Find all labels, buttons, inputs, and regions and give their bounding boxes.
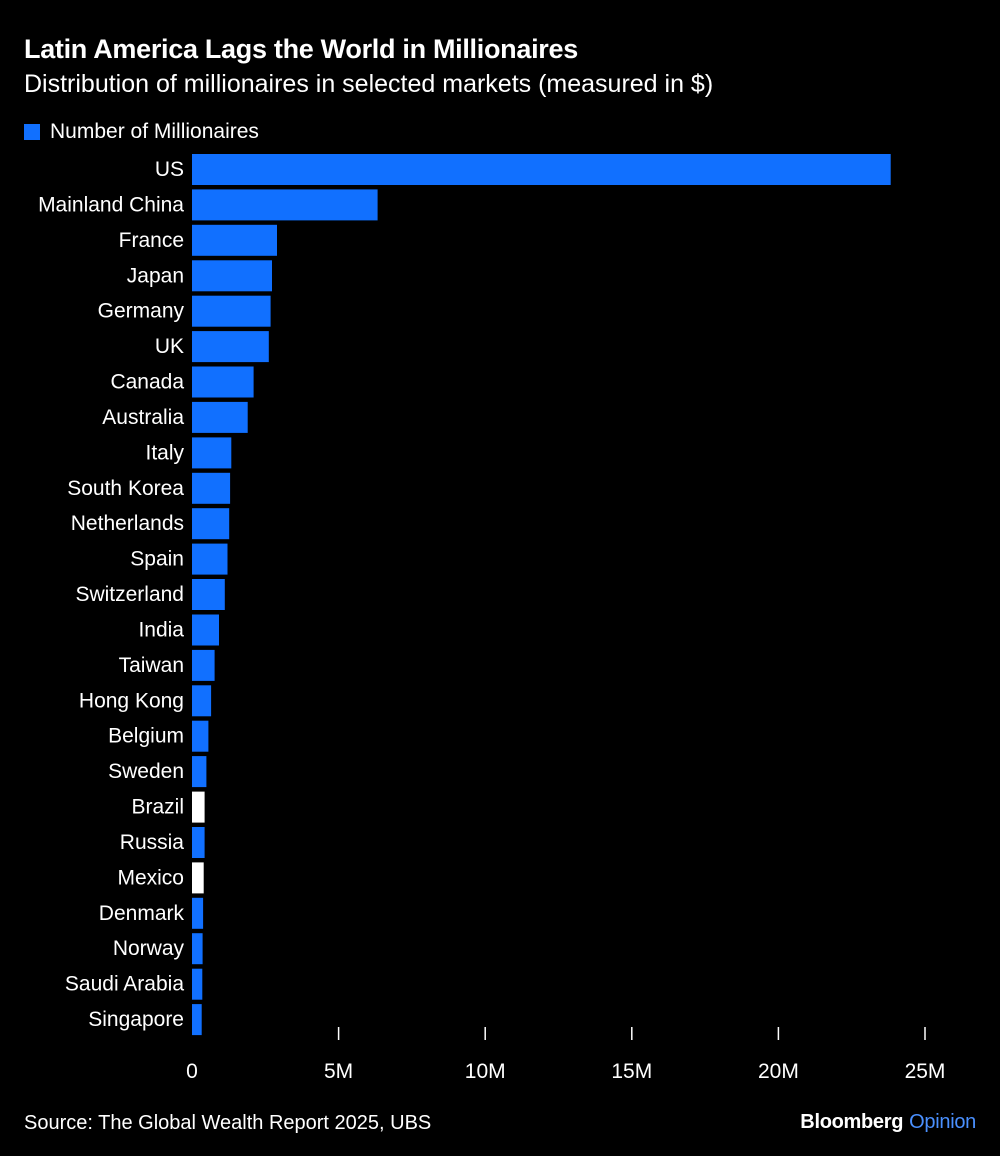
- legend-swatch: [24, 124, 40, 140]
- category-label-sweden: Sweden: [108, 760, 184, 783]
- category-label-australia: Australia: [102, 406, 184, 429]
- bar-chart: US Mainland China France Japan Germany UK Cana…: [38, 154, 946, 1083]
- bar-mainland-china: [192, 189, 378, 221]
- bar-us: [192, 154, 891, 185]
- x-tick-label: 20M: [758, 1060, 799, 1083]
- category-label-russia: Russia: [120, 831, 185, 854]
- x-tick-label: 0: [186, 1060, 198, 1083]
- bar-switzerland: [192, 579, 225, 610]
- category-label-belgium: Belgium: [108, 725, 184, 748]
- legend: Number of Millionaires: [24, 120, 259, 144]
- category-label-mainland-china: Mainland China: [38, 193, 184, 216]
- category-label-japan: Japan: [127, 264, 184, 287]
- category-label-italy: Italy: [145, 441, 184, 464]
- bar-france: [192, 224, 277, 256]
- category-label-uk: UK: [155, 335, 184, 358]
- x-tick-label: 10M: [465, 1060, 506, 1083]
- bar-brazil: [192, 791, 205, 823]
- bar-germany: [192, 295, 271, 327]
- bar-taiwan: [192, 649, 215, 681]
- brand-section: Opinion: [909, 1111, 976, 1133]
- legend-label: Number of Millionaires: [50, 120, 259, 143]
- bar-japan: [192, 260, 272, 292]
- category-label-taiwan: Taiwan: [119, 654, 184, 677]
- category-label-saudi-arabia: Saudi Arabia: [65, 973, 184, 996]
- bar-norway: [192, 933, 203, 965]
- category-label-singapore: Singapore: [88, 1008, 184, 1031]
- bar-singapore: [192, 1004, 202, 1036]
- bar-india: [192, 614, 219, 646]
- category-label-netherlands: Netherlands: [71, 512, 184, 535]
- bar-canada: [192, 366, 254, 398]
- bar-italy: [192, 437, 232, 469]
- x-tick-label: 25M: [905, 1060, 946, 1083]
- brand-logo: Bloomberg Opinion: [800, 1111, 976, 1134]
- chart-subtitle: Distribution of millionaires in selected…: [24, 70, 714, 98]
- category-label-south-korea: South Korea: [67, 477, 184, 500]
- category-label-india: India: [138, 619, 184, 642]
- category-label-brazil: Brazil: [131, 796, 184, 819]
- category-label-mexico: Mexico: [117, 866, 184, 889]
- bar-uk: [192, 331, 269, 363]
- category-label-canada: Canada: [110, 371, 184, 394]
- bar-mexico: [192, 862, 204, 894]
- category-label-germany: Germany: [98, 300, 185, 323]
- bar-sweden: [192, 756, 207, 788]
- bar-saudi-arabia: [192, 968, 203, 1000]
- bar-australia: [192, 401, 248, 433]
- category-label-denmark: Denmark: [99, 902, 185, 925]
- category-label-switzerland: Switzerland: [75, 583, 184, 606]
- bar-south-korea: [192, 472, 231, 504]
- chart-title: Latin America Lags the World in Milliona…: [24, 34, 578, 64]
- source-note: Source: The Global Wealth Report 2025, U…: [24, 1112, 432, 1134]
- bar-denmark: [192, 897, 204, 929]
- category-label-france: France: [119, 229, 184, 252]
- category-label-norway: Norway: [113, 937, 185, 960]
- category-label-us: US: [155, 158, 184, 181]
- category-label-spain: Spain: [130, 548, 184, 571]
- x-tick-label: 5M: [324, 1060, 353, 1083]
- bar-spain: [192, 543, 228, 575]
- x-tick-label: 15M: [611, 1060, 652, 1083]
- bar-netherlands: [192, 508, 230, 540]
- bar-russia: [192, 827, 205, 858]
- brand-name: Bloomberg: [800, 1111, 904, 1133]
- category-label-hong-kong: Hong Kong: [79, 689, 184, 712]
- bar-belgium: [192, 720, 209, 752]
- bar-hong-kong: [192, 685, 212, 717]
